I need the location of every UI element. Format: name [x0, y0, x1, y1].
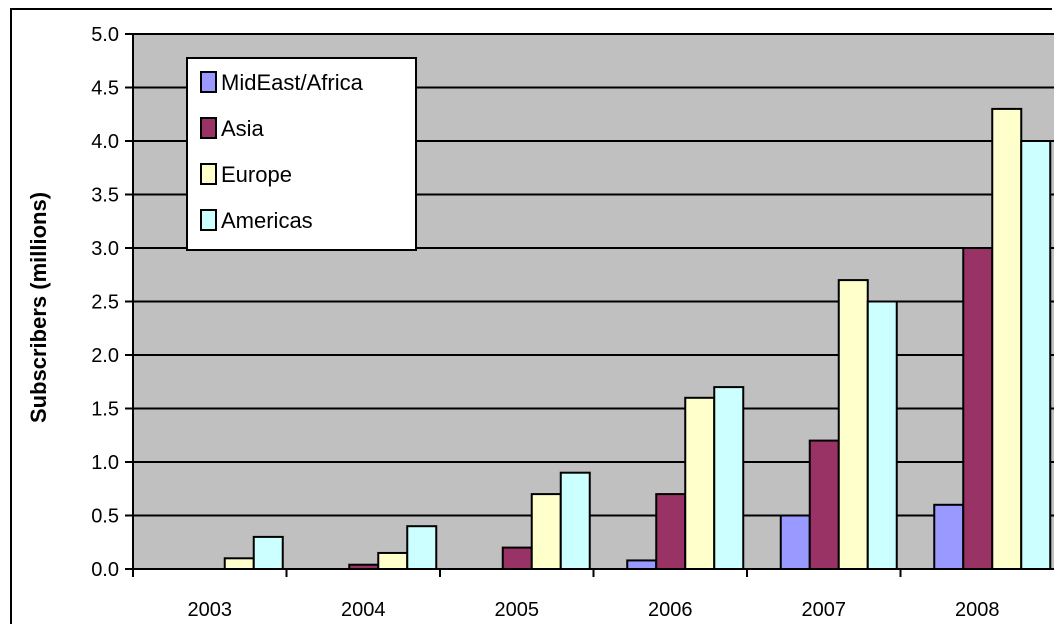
x-tick-label: 2008 — [955, 599, 1000, 621]
x-tick-label: 2006 — [648, 599, 693, 621]
y-tick-label: 5.0 — [91, 24, 119, 46]
y-tick-label: 2.5 — [91, 292, 119, 314]
y-tick-label: 4.5 — [91, 78, 119, 100]
bar-europe-2008 — [991, 107, 1023, 571]
x-tick-label: 2005 — [495, 599, 540, 621]
x-tick-label: 2004 — [341, 599, 386, 621]
x-tick-labels: 2003 2004 2005 2006 2007 2008 — [188, 599, 1000, 621]
bar-americas-2007 — [866, 300, 898, 570]
x-tick-label: 2003 — [188, 599, 233, 621]
bar-asia-2007 — [808, 439, 840, 570]
y-tick-label: 0.0 — [91, 559, 119, 581]
bar-europe-2007 — [837, 279, 869, 570]
y-tick-labels: 0.0 0.5 1.0 1.5 2.0 2.5 3.0 3.5 4.0 4.5 5.0 — [91, 24, 119, 581]
chart-frame — [10, 8, 1052, 624]
y-tick-label: 1.0 — [91, 452, 119, 474]
bar-mideast-africa-2008 — [933, 503, 965, 570]
legend: MidEast/Africa Asia Europe Americas — [186, 57, 417, 251]
y-tick-label: 4.0 — [91, 131, 119, 153]
bar-americas-2003 — [252, 535, 284, 571]
y-tick-label: 1.5 — [91, 399, 119, 421]
legend-label: Asia — [221, 116, 265, 141]
legend-box — [186, 57, 417, 251]
y-axis-title: Subscribers (millions) — [26, 192, 51, 423]
legend-label: Americas — [221, 208, 313, 233]
bars — [223, 107, 1052, 571]
bar-americas-2004 — [406, 525, 438, 571]
axes — [125, 33, 1054, 577]
bar-asia-2005 — [501, 546, 533, 570]
legend-label: MidEast/Africa — [221, 70, 364, 95]
bar-americas-2006 — [713, 386, 745, 570]
legend-label: Europe — [221, 162, 292, 187]
bar-europe-2006 — [684, 396, 716, 570]
legend-swatch — [200, 163, 217, 185]
bar-europe-2004 — [377, 551, 409, 571]
legend-swatch — [200, 117, 217, 139]
x-tick-label: 2007 — [802, 599, 847, 621]
bar-americas-2008 — [1020, 140, 1052, 570]
y-tick-label: 0.5 — [91, 506, 119, 528]
legend-swatch — [200, 209, 217, 231]
y-tick-label: 3.0 — [91, 238, 119, 260]
bar-americas-2005 — [559, 471, 591, 571]
bar-asia-2006 — [655, 493, 687, 571]
bar-europe-2005 — [530, 493, 562, 571]
y-tick-label: 2.0 — [91, 345, 119, 367]
legend-swatch — [200, 71, 217, 93]
bar-mideast-africa-2006 — [626, 559, 658, 571]
y-tick-label: 3.5 — [91, 185, 119, 207]
bar-europe-2003 — [223, 557, 255, 570]
bar-asia-2008 — [962, 247, 994, 570]
bar-mideast-africa-2007 — [779, 514, 811, 570]
